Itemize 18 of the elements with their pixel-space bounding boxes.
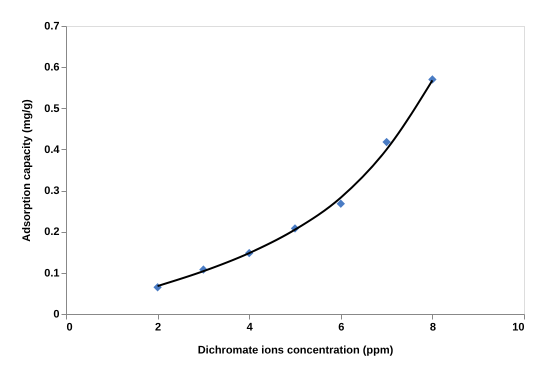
y-tick-label: 0 [53,308,60,320]
y-tick-label: 0.3 [44,185,60,198]
y-tick-label: 0.1 [44,267,60,280]
point [382,138,391,146]
y-tick-label: 0.6 [44,62,60,74]
point [336,200,345,208]
x-tick-label: 6 [338,322,344,334]
y-axis-title: Adsorption capacity (mg/g) [21,98,34,242]
x-tick-label: 0 [66,322,73,334]
x-axis-title: Dichromate ions concentration (ppm) [198,344,394,356]
y-tick-label: 0.4 [44,144,60,156]
y-tick-label: 0.5 [44,102,60,115]
x-tick-label: 10 [512,322,524,334]
x-tick-label: 4 [246,322,254,334]
y-tick-label: 0.2 [44,226,60,238]
y-tick-label: 0.7 [44,20,60,32]
x-tick-label: 2 [155,322,162,334]
x-tick-label: 8 [430,322,436,334]
